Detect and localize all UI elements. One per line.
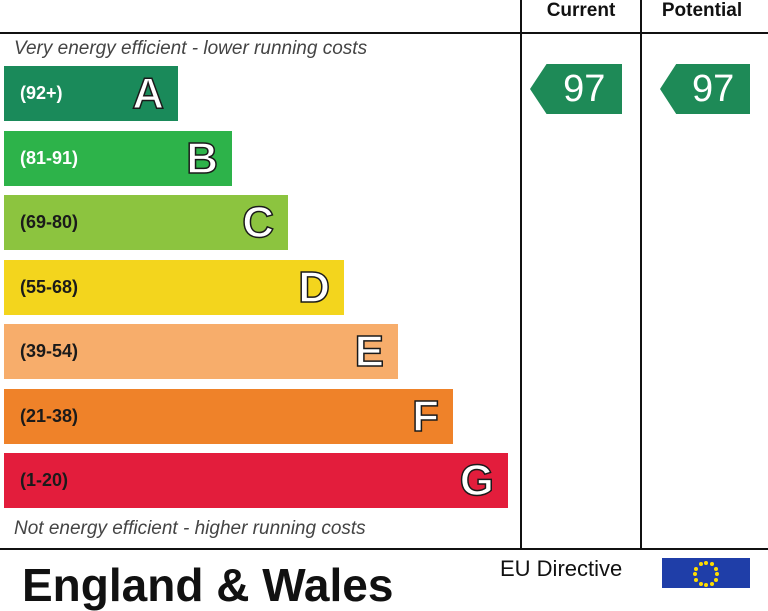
eu-star-icon	[694, 577, 699, 582]
band-letter: C	[241, 197, 274, 248]
eu-star-icon	[704, 561, 708, 565]
current-column-header: Current	[546, 0, 616, 21]
potential-column-header: Potential	[661, 0, 743, 21]
eu-star-icon	[698, 581, 703, 586]
band-letter: D	[297, 262, 330, 313]
eu-flag-icon	[662, 558, 750, 588]
bottom-efficiency-note: Not energy efficient - higher running co…	[14, 518, 366, 539]
eu-star-icon	[713, 577, 718, 582]
eu-star-icon	[698, 562, 703, 567]
eu-star-icon	[713, 566, 718, 571]
band-range-label: (92+)	[20, 83, 63, 103]
band-range-label: (55-68)	[20, 276, 79, 297]
header-divider-columns	[520, 32, 768, 34]
eu-star-icon	[709, 562, 714, 567]
footer-directive: EU Directive	[500, 556, 623, 581]
band-range-label: (1-20)	[20, 470, 69, 490]
potential-rating-arrow: 97	[660, 64, 750, 114]
band-range-label: (21-38)	[20, 405, 79, 426]
band-letter: G	[459, 455, 495, 506]
eu-star-icon	[694, 566, 699, 571]
header-divider	[0, 32, 520, 34]
band-b: (81-91) B	[4, 130, 232, 186]
band-d: (55-68) D	[4, 259, 344, 315]
eu-star-icon	[704, 583, 708, 587]
band-g: (1-20) G	[4, 453, 508, 508]
band-range-label: (69-80)	[20, 212, 79, 232]
current-rating-value: 97	[563, 68, 606, 110]
current-rating-arrow: 97	[530, 64, 622, 114]
band-c: (69-80) C	[4, 195, 288, 250]
band-range-label: (81-91)	[20, 147, 79, 168]
band-letter: B	[185, 133, 218, 184]
potential-rating-value: 97	[691, 68, 735, 110]
eu-star-icon	[715, 572, 719, 576]
footer-country: England & Wales	[22, 559, 394, 611]
band-range-label: (39-54)	[20, 341, 79, 361]
band-a: (92+) A	[4, 66, 178, 121]
top-efficiency-note: Very energy efficient - lower running co…	[14, 38, 368, 59]
band-letter: F	[411, 391, 439, 442]
eu-star-icon	[709, 581, 714, 586]
band-letter: A	[131, 68, 164, 119]
eu-star-icon	[693, 572, 697, 576]
band-letter: E	[354, 326, 385, 377]
column-divider-left	[520, 0, 522, 550]
band-f: (21-38) F	[4, 388, 453, 444]
band-e: (39-54) E	[4, 324, 398, 379]
footer-divider	[0, 548, 768, 550]
column-divider-right	[640, 0, 642, 550]
